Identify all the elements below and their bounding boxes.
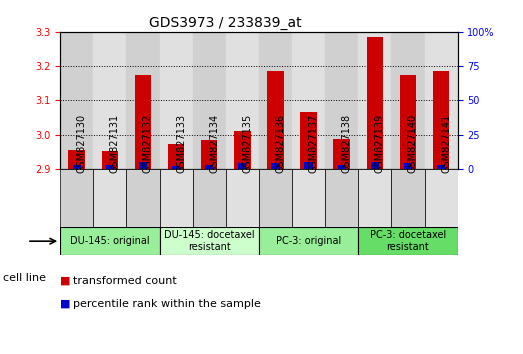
Bar xyxy=(201,140,218,169)
Bar xyxy=(400,75,416,169)
Bar xyxy=(172,166,180,169)
Bar xyxy=(238,163,246,169)
Bar xyxy=(127,169,160,228)
Bar xyxy=(325,169,358,228)
Bar xyxy=(391,32,425,169)
Bar xyxy=(425,32,458,169)
Text: cell line: cell line xyxy=(3,273,46,283)
Bar xyxy=(267,71,283,169)
Bar xyxy=(425,169,458,228)
Bar xyxy=(404,163,412,169)
Bar xyxy=(160,32,192,169)
Bar xyxy=(292,169,325,228)
Text: PC-3: original: PC-3: original xyxy=(276,236,341,246)
Text: GSM827135: GSM827135 xyxy=(242,114,252,173)
Bar xyxy=(69,150,85,169)
Text: GSM827137: GSM827137 xyxy=(309,114,319,173)
Bar xyxy=(259,32,292,169)
Bar xyxy=(337,165,346,169)
Bar xyxy=(139,162,147,169)
Text: ■: ■ xyxy=(60,299,71,309)
Bar xyxy=(192,32,226,169)
Text: GSM827141: GSM827141 xyxy=(441,114,451,173)
Bar xyxy=(106,165,114,169)
Text: GSM827134: GSM827134 xyxy=(209,114,219,173)
Bar xyxy=(160,228,259,255)
Text: GSM827131: GSM827131 xyxy=(110,114,120,173)
Bar xyxy=(192,169,226,228)
Bar xyxy=(304,162,313,169)
Bar xyxy=(101,151,118,169)
Text: percentile rank within the sample: percentile rank within the sample xyxy=(73,299,261,309)
Text: PC-3: docetaxel
resistant: PC-3: docetaxel resistant xyxy=(370,230,446,252)
Bar xyxy=(73,165,81,169)
Bar xyxy=(60,169,93,228)
Bar xyxy=(93,32,127,169)
Bar xyxy=(300,112,317,169)
Text: GSM827136: GSM827136 xyxy=(276,114,286,173)
Text: GSM827132: GSM827132 xyxy=(143,114,153,173)
Text: GSM827140: GSM827140 xyxy=(408,114,418,173)
Bar xyxy=(226,32,259,169)
Bar xyxy=(234,131,251,169)
Bar xyxy=(259,228,358,255)
Text: GDS3973 / 233839_at: GDS3973 / 233839_at xyxy=(149,16,301,30)
Bar xyxy=(433,71,449,169)
Bar xyxy=(205,165,213,169)
Bar xyxy=(437,165,445,169)
Text: ■: ■ xyxy=(60,276,71,286)
Text: transformed count: transformed count xyxy=(73,276,177,286)
Bar xyxy=(358,32,391,169)
Text: DU-145: original: DU-145: original xyxy=(70,236,150,246)
Bar xyxy=(160,169,192,228)
Text: DU-145: docetaxel
resistant: DU-145: docetaxel resistant xyxy=(164,230,255,252)
Bar xyxy=(325,32,358,169)
Text: GSM827138: GSM827138 xyxy=(342,114,351,173)
Bar xyxy=(226,169,259,228)
Bar xyxy=(135,75,151,169)
Bar xyxy=(334,139,350,169)
Text: GSM827130: GSM827130 xyxy=(77,114,87,173)
Bar xyxy=(168,144,185,169)
Text: GSM827139: GSM827139 xyxy=(375,114,385,173)
Bar xyxy=(292,32,325,169)
Bar xyxy=(93,169,127,228)
Bar xyxy=(127,32,160,169)
Bar xyxy=(358,169,391,228)
Bar xyxy=(60,32,93,169)
Bar xyxy=(259,169,292,228)
Bar xyxy=(371,162,379,169)
Text: GSM827133: GSM827133 xyxy=(176,114,186,173)
Bar xyxy=(271,163,280,169)
Bar xyxy=(391,169,425,228)
Bar xyxy=(60,228,160,255)
Bar xyxy=(367,37,383,169)
Bar xyxy=(358,228,458,255)
